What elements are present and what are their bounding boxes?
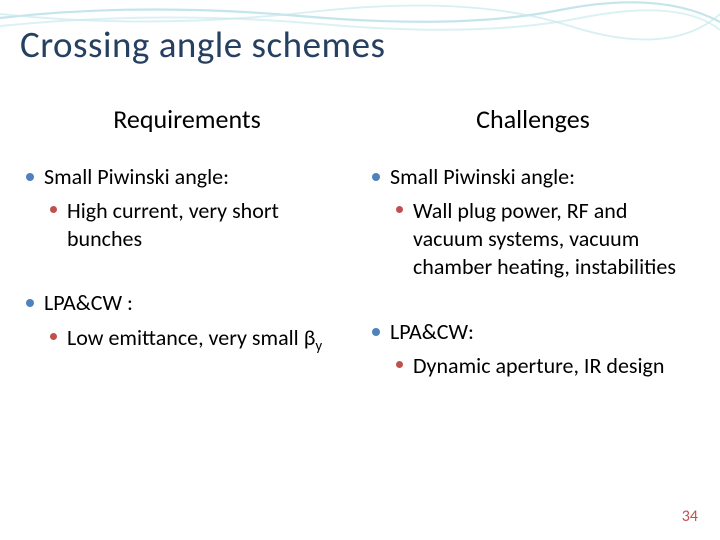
sub-bullet-text: High current, very short bunches — [67, 197, 354, 253]
right-column: Challenges Small Piwinski angle: Wall pl… — [366, 103, 700, 416]
left-section-0: Small Piwinski angle: High current, very… — [20, 163, 354, 253]
bullet-item: Small Piwinski angle: — [26, 163, 354, 191]
right-section-1: LPA&CW: Dynamic aperture, IR design — [366, 318, 700, 380]
bullet-text: Small Piwinski angle: — [390, 163, 575, 191]
columns-container: Requirements Small Piwinski angle: High … — [20, 103, 700, 416]
sub-bullet-icon — [396, 361, 403, 368]
bullet-text: LPA&CW: — [390, 318, 474, 346]
slide-content: Crossing angle schemes Requirements Smal… — [0, 0, 720, 540]
bullet-text: Small Piwinski angle: — [44, 163, 229, 191]
beta-subscript: y — [315, 337, 322, 355]
left-column: Requirements Small Piwinski angle: High … — [20, 103, 354, 416]
sub-bullet-text: Low emittance, very small βy — [67, 324, 322, 357]
bullet-text: LPA&CW : — [44, 289, 133, 317]
sub-bullet-text: Wall plug power, RF and vacuum systems, … — [413, 197, 700, 281]
sub-bullet-item: High current, very short bunches — [50, 197, 354, 253]
bullet-item: Small Piwinski angle: — [372, 163, 700, 191]
page-number: 34 — [682, 507, 698, 526]
bullet-item: LPA&CW : — [26, 289, 354, 317]
beta-text: Low emittance, very small β — [67, 324, 315, 351]
sub-bullet-item: Dynamic aperture, IR design — [396, 352, 700, 380]
bullet-icon — [372, 328, 380, 336]
slide-title: Crossing angle schemes — [20, 22, 700, 67]
left-heading: Requirements — [20, 103, 354, 135]
sub-bullet-icon — [50, 333, 57, 340]
sub-bullet-icon — [50, 206, 57, 213]
left-section-1: LPA&CW : Low emittance, very small βy — [20, 289, 354, 356]
bullet-icon — [26, 299, 34, 307]
bullet-icon — [26, 173, 34, 181]
right-heading: Challenges — [366, 103, 700, 135]
right-section-0: Small Piwinski angle: Wall plug power, R… — [366, 163, 700, 282]
sub-bullet-item: Low emittance, very small βy — [50, 324, 354, 357]
bullet-item: LPA&CW: — [372, 318, 700, 346]
sub-bullet-item: Wall plug power, RF and vacuum systems, … — [396, 197, 700, 281]
sub-bullet-text: Dynamic aperture, IR design — [413, 352, 664, 380]
sub-bullet-icon — [396, 206, 403, 213]
bullet-icon — [372, 173, 380, 181]
